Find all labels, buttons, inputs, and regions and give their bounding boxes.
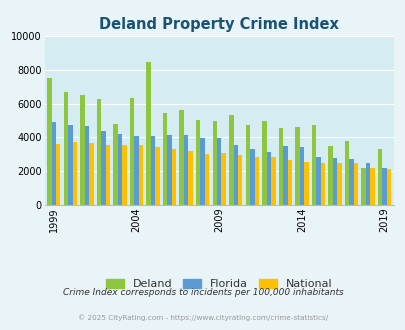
Bar [328,146,332,205]
Bar [311,125,315,205]
Bar [216,138,221,205]
Bar [89,143,93,205]
Bar [294,127,299,205]
Bar [369,168,374,205]
Bar [249,149,254,205]
Bar [179,110,183,205]
Bar [139,145,143,205]
Bar [320,163,324,205]
Bar [134,136,139,205]
Bar [68,125,72,205]
Bar [212,121,216,205]
Bar [262,121,266,205]
Bar [386,169,390,205]
Bar [382,168,386,205]
Bar [96,99,101,205]
Bar [183,135,188,205]
Bar [315,157,320,205]
Bar [80,95,84,205]
Bar [171,149,176,205]
Bar [64,92,68,205]
Bar [56,144,60,205]
Bar [105,145,110,205]
Text: Crime Index corresponds to incidents per 100,000 inhabitants: Crime Index corresponds to incidents per… [62,287,343,297]
Text: © 2025 CityRating.com - https://www.cityrating.com/crime-statistics/: © 2025 CityRating.com - https://www.city… [78,314,327,321]
Bar [233,145,237,205]
Title: Deland Property Crime Index: Deland Property Crime Index [99,17,338,32]
Bar [271,157,275,205]
Bar [344,141,349,205]
Bar [365,163,369,205]
Bar [200,138,205,205]
Bar [349,159,353,205]
Bar [377,149,382,205]
Bar [299,147,303,205]
Bar [167,135,171,205]
Bar [130,98,134,205]
Bar [278,128,283,205]
Bar [117,134,122,205]
Bar [337,163,341,205]
Bar [303,162,308,205]
Legend: Deland, Florida, National: Deland, Florida, National [101,274,336,293]
Bar [283,146,287,205]
Bar [221,153,226,205]
Bar [188,151,192,205]
Bar [360,168,365,205]
Bar [237,155,242,205]
Bar [84,126,89,205]
Bar [228,115,233,205]
Bar [266,152,271,205]
Bar [150,136,155,205]
Bar [101,131,105,205]
Bar [162,113,167,205]
Bar [113,124,117,205]
Bar [47,78,51,205]
Bar [72,142,77,205]
Bar [51,122,56,205]
Bar [353,163,358,205]
Bar [196,120,200,205]
Bar [122,145,126,205]
Bar [146,62,150,205]
Bar [245,125,249,205]
Bar [155,148,159,205]
Bar [287,160,292,205]
Bar [332,158,337,205]
Bar [254,157,258,205]
Bar [205,154,209,205]
